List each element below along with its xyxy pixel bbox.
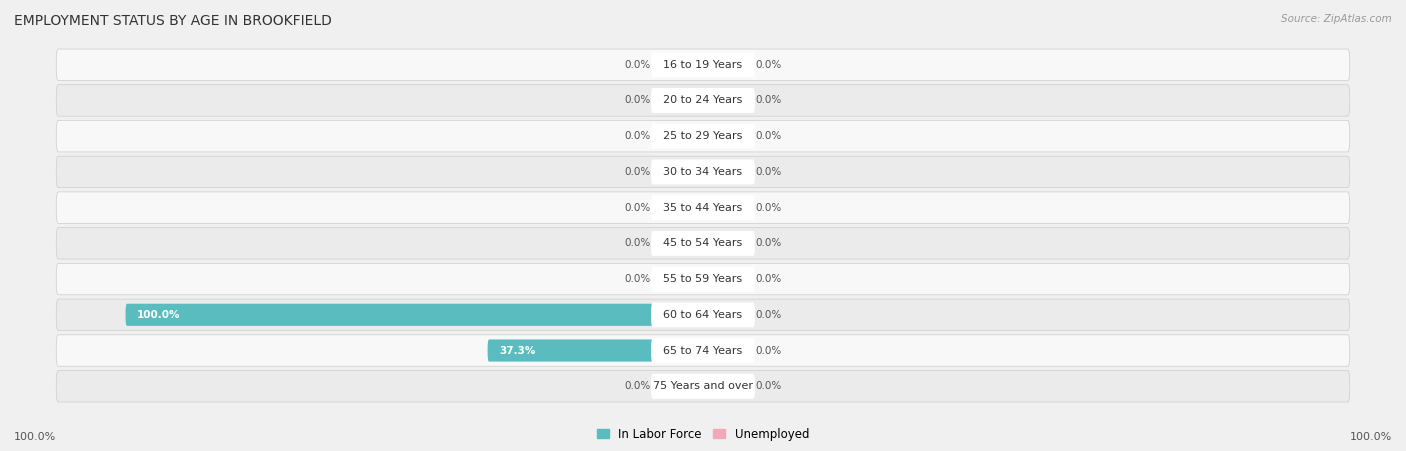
Text: 0.0%: 0.0% bbox=[624, 167, 651, 177]
Text: 65 to 74 Years: 65 to 74 Years bbox=[664, 345, 742, 355]
FancyBboxPatch shape bbox=[703, 54, 749, 76]
FancyBboxPatch shape bbox=[651, 195, 755, 220]
FancyBboxPatch shape bbox=[56, 335, 1350, 366]
FancyBboxPatch shape bbox=[703, 304, 749, 326]
FancyBboxPatch shape bbox=[657, 161, 703, 183]
FancyBboxPatch shape bbox=[56, 371, 1350, 402]
Text: 0.0%: 0.0% bbox=[755, 96, 782, 106]
Text: 0.0%: 0.0% bbox=[755, 381, 782, 391]
FancyBboxPatch shape bbox=[703, 232, 749, 254]
FancyBboxPatch shape bbox=[125, 304, 703, 326]
FancyBboxPatch shape bbox=[56, 49, 1350, 80]
FancyBboxPatch shape bbox=[657, 232, 703, 254]
FancyBboxPatch shape bbox=[657, 125, 703, 147]
Text: 0.0%: 0.0% bbox=[755, 345, 782, 355]
FancyBboxPatch shape bbox=[651, 231, 755, 256]
Text: 0.0%: 0.0% bbox=[624, 381, 651, 391]
FancyBboxPatch shape bbox=[651, 124, 755, 149]
FancyBboxPatch shape bbox=[703, 340, 749, 362]
FancyBboxPatch shape bbox=[651, 88, 755, 113]
Text: 16 to 19 Years: 16 to 19 Years bbox=[664, 60, 742, 70]
Text: 25 to 29 Years: 25 to 29 Years bbox=[664, 131, 742, 141]
Text: 0.0%: 0.0% bbox=[755, 167, 782, 177]
Text: 0.0%: 0.0% bbox=[624, 96, 651, 106]
FancyBboxPatch shape bbox=[657, 197, 703, 219]
Text: 100.0%: 100.0% bbox=[138, 310, 180, 320]
Text: 100.0%: 100.0% bbox=[1350, 432, 1392, 442]
FancyBboxPatch shape bbox=[651, 374, 755, 399]
FancyBboxPatch shape bbox=[651, 159, 755, 184]
FancyBboxPatch shape bbox=[651, 52, 755, 77]
Text: 0.0%: 0.0% bbox=[624, 202, 651, 212]
Text: 37.3%: 37.3% bbox=[499, 345, 536, 355]
FancyBboxPatch shape bbox=[488, 340, 703, 362]
Text: 55 to 59 Years: 55 to 59 Years bbox=[664, 274, 742, 284]
Text: 75 Years and over: 75 Years and over bbox=[652, 381, 754, 391]
Text: 60 to 64 Years: 60 to 64 Years bbox=[664, 310, 742, 320]
FancyBboxPatch shape bbox=[657, 89, 703, 111]
Text: EMPLOYMENT STATUS BY AGE IN BROOKFIELD: EMPLOYMENT STATUS BY AGE IN BROOKFIELD bbox=[14, 14, 332, 28]
Text: 0.0%: 0.0% bbox=[624, 60, 651, 70]
Text: 0.0%: 0.0% bbox=[755, 239, 782, 249]
FancyBboxPatch shape bbox=[56, 228, 1350, 259]
FancyBboxPatch shape bbox=[56, 120, 1350, 152]
Text: 0.0%: 0.0% bbox=[624, 274, 651, 284]
Text: 0.0%: 0.0% bbox=[624, 239, 651, 249]
FancyBboxPatch shape bbox=[651, 338, 755, 363]
FancyBboxPatch shape bbox=[56, 192, 1350, 223]
FancyBboxPatch shape bbox=[651, 302, 755, 327]
FancyBboxPatch shape bbox=[56, 263, 1350, 295]
FancyBboxPatch shape bbox=[657, 375, 703, 397]
Text: 0.0%: 0.0% bbox=[755, 274, 782, 284]
FancyBboxPatch shape bbox=[703, 161, 749, 183]
FancyBboxPatch shape bbox=[703, 89, 749, 111]
FancyBboxPatch shape bbox=[651, 267, 755, 292]
Text: 35 to 44 Years: 35 to 44 Years bbox=[664, 202, 742, 212]
Text: 30 to 34 Years: 30 to 34 Years bbox=[664, 167, 742, 177]
Text: 0.0%: 0.0% bbox=[755, 60, 782, 70]
Text: Source: ZipAtlas.com: Source: ZipAtlas.com bbox=[1281, 14, 1392, 23]
FancyBboxPatch shape bbox=[703, 268, 749, 290]
FancyBboxPatch shape bbox=[703, 125, 749, 147]
Text: 0.0%: 0.0% bbox=[755, 310, 782, 320]
Text: 0.0%: 0.0% bbox=[624, 131, 651, 141]
Text: 45 to 54 Years: 45 to 54 Years bbox=[664, 239, 742, 249]
FancyBboxPatch shape bbox=[56, 299, 1350, 331]
FancyBboxPatch shape bbox=[56, 85, 1350, 116]
FancyBboxPatch shape bbox=[657, 54, 703, 76]
FancyBboxPatch shape bbox=[56, 156, 1350, 188]
Text: 0.0%: 0.0% bbox=[755, 202, 782, 212]
FancyBboxPatch shape bbox=[703, 375, 749, 397]
FancyBboxPatch shape bbox=[703, 197, 749, 219]
Text: 20 to 24 Years: 20 to 24 Years bbox=[664, 96, 742, 106]
Text: 0.0%: 0.0% bbox=[755, 131, 782, 141]
FancyBboxPatch shape bbox=[657, 268, 703, 290]
Legend: In Labor Force, Unemployed: In Labor Force, Unemployed bbox=[598, 428, 808, 441]
Text: 100.0%: 100.0% bbox=[14, 432, 56, 442]
